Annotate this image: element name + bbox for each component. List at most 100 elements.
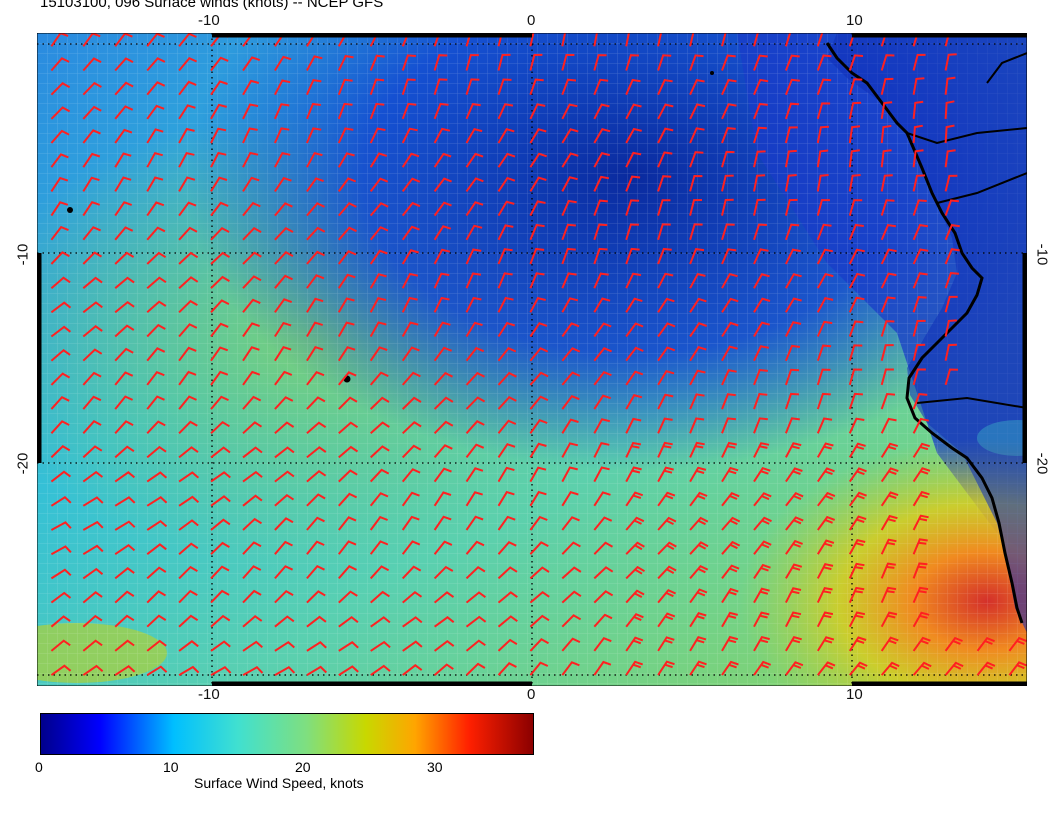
wind-barb — [561, 516, 580, 531]
wind-barb — [401, 33, 417, 47]
wind-barb — [401, 272, 419, 289]
wind-barb — [50, 325, 72, 338]
wind-barb — [912, 467, 931, 483]
wind-barb — [369, 515, 388, 531]
wind-barb — [273, 127, 290, 144]
wind-barb — [178, 420, 198, 435]
wind-barb — [657, 33, 663, 47]
wind-barb — [178, 56, 198, 72]
wind-barb — [880, 392, 896, 410]
wind-barb — [146, 201, 165, 217]
wind-barb — [497, 346, 517, 362]
wind-barb — [912, 514, 929, 531]
wind-barb — [306, 226, 326, 241]
wind-barb — [561, 442, 579, 458]
wind-barb — [338, 665, 359, 676]
wind-barb — [593, 394, 612, 410]
wind-barb — [338, 565, 357, 580]
wind-barb — [625, 466, 642, 483]
wind-barb — [50, 372, 71, 386]
wind-barb — [50, 664, 72, 676]
wind-barb — [529, 297, 546, 313]
wind-barb — [433, 540, 453, 555]
wind-barb — [465, 420, 485, 434]
wind-barb — [178, 323, 198, 338]
wind-barb — [912, 248, 929, 265]
wind-barb — [561, 128, 579, 144]
wind-barb — [657, 297, 675, 313]
wind-barb — [82, 639, 103, 652]
wind-barb — [561, 614, 582, 628]
wind-barb — [625, 127, 642, 144]
wind-barb — [465, 491, 483, 507]
colorbar-tick-10: 10 — [163, 759, 179, 775]
wind-barb — [721, 198, 734, 216]
wind-barb — [401, 54, 416, 71]
wind-barb — [593, 103, 610, 120]
wind-barb — [529, 247, 545, 265]
wind-barb — [497, 371, 517, 386]
wind-barb — [465, 566, 486, 580]
wind-barb — [816, 223, 832, 241]
wind-barb — [784, 344, 801, 362]
wind-barb — [50, 496, 72, 507]
wind-barb — [816, 297, 834, 313]
wind-barb — [753, 345, 769, 362]
wind-barb — [242, 565, 262, 580]
wind-barb — [433, 152, 452, 168]
wind-barb — [944, 295, 958, 313]
wind-barb — [689, 151, 704, 168]
wind-barb — [274, 226, 294, 241]
wind-barb — [146, 496, 168, 507]
wind-barb — [306, 421, 327, 435]
wind-barb — [561, 466, 578, 483]
wind-barb — [753, 223, 767, 241]
wind-barb — [944, 199, 959, 216]
wind-barb — [689, 564, 709, 580]
wind-barb — [178, 495, 200, 507]
wind-barb — [721, 611, 738, 628]
wind-barb — [337, 297, 355, 313]
wind-barb — [625, 565, 646, 580]
wind-barb — [785, 442, 802, 458]
wind-barb — [721, 660, 739, 676]
wind-barb — [912, 319, 926, 337]
wind-barb — [50, 153, 69, 168]
wind-barb — [146, 543, 167, 555]
wind-barb — [210, 346, 229, 362]
wind-barb — [306, 346, 324, 362]
wind-barb — [178, 299, 198, 314]
wind-barb — [114, 395, 134, 410]
wind-barb — [465, 371, 485, 386]
wind-barb — [657, 175, 672, 192]
wind-map[interactable] — [37, 33, 1027, 686]
wind-barb — [50, 57, 70, 72]
wind-barb — [338, 615, 359, 628]
wind-barb — [370, 616, 391, 628]
wind-barb — [784, 417, 800, 434]
wind-barb — [625, 660, 644, 676]
wind-barb — [912, 586, 929, 604]
wind-barb — [976, 636, 995, 652]
wind-barb — [178, 519, 199, 531]
wind-barb — [369, 492, 389, 507]
wind-barb — [114, 496, 136, 507]
wind-barb — [465, 639, 486, 652]
wind-barb — [816, 102, 831, 120]
wind-barb — [785, 491, 804, 507]
wind-barb — [178, 176, 196, 192]
wind-barb — [816, 33, 824, 47]
wind-barb — [50, 639, 71, 652]
wind-barb — [657, 466, 674, 483]
wind-barb — [242, 56, 261, 72]
wind-barb — [689, 174, 703, 192]
wind-barb — [689, 417, 705, 434]
wind-barb — [50, 568, 72, 580]
wind-barb — [146, 81, 166, 96]
wind-barb — [146, 128, 164, 144]
wind-barb — [753, 297, 771, 313]
wind-barb — [625, 541, 645, 555]
wind-barb — [816, 149, 829, 168]
wind-barb — [210, 251, 231, 265]
wind-barb — [497, 615, 518, 628]
